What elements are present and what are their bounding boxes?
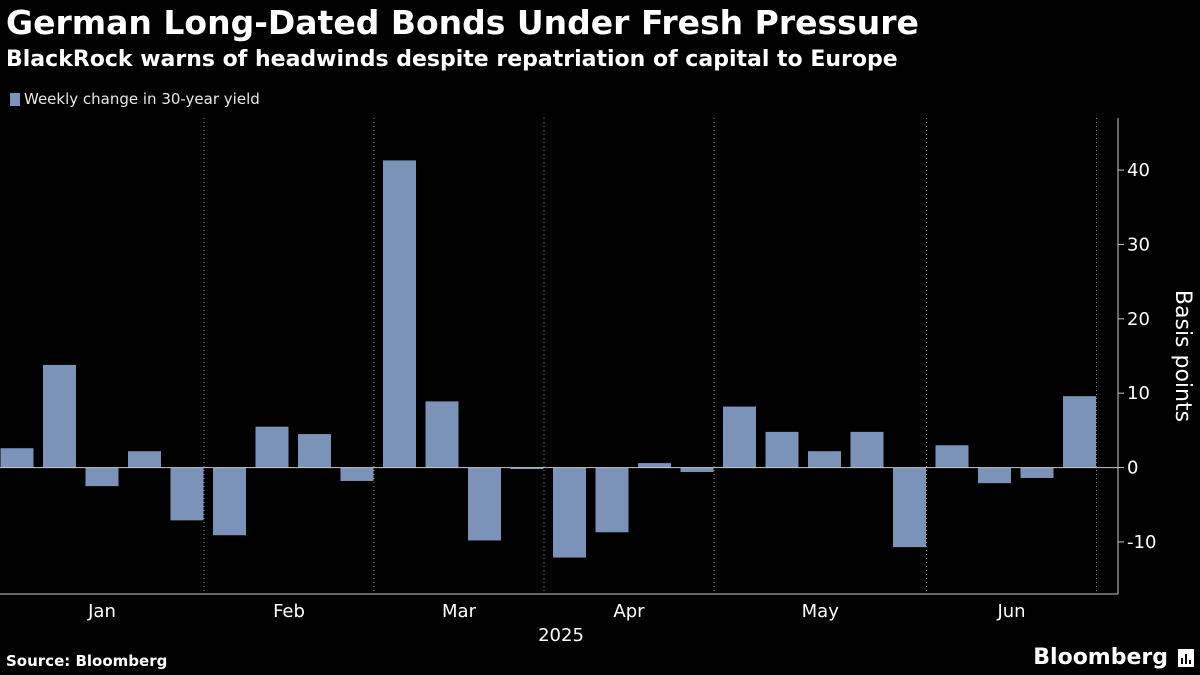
bar xyxy=(128,451,161,468)
bar xyxy=(935,445,969,468)
bar xyxy=(850,431,884,468)
x-tick-label: Jan xyxy=(87,601,116,622)
y-tick-label: 10 xyxy=(1127,383,1150,404)
bar xyxy=(1063,396,1096,468)
y-tick-label: 20 xyxy=(1127,309,1150,330)
bar xyxy=(680,467,714,473)
y-tick-label: 40 xyxy=(1127,160,1150,181)
brand-name: Bloomberg xyxy=(1033,645,1168,670)
bloomberg-logo: Bloomberg xyxy=(1033,645,1194,670)
grid-layer xyxy=(203,118,1097,594)
chart-subtitle: BlackRock warns of headwinds despite rep… xyxy=(6,47,898,72)
bar xyxy=(213,467,246,536)
bar xyxy=(0,448,34,468)
bar xyxy=(255,426,289,468)
bar xyxy=(765,431,799,468)
bar xyxy=(298,434,331,468)
legend-label: Weekly change in 30-year yield xyxy=(24,90,260,108)
x-tick-label: Feb xyxy=(273,601,305,622)
x-tick-label: Mar xyxy=(442,601,477,622)
bar-layer xyxy=(0,160,1096,558)
bar xyxy=(43,364,76,468)
bar xyxy=(978,467,1011,484)
chart-title: German Long-Dated Bonds Under Fresh Pres… xyxy=(6,3,919,42)
x-tick-label: May xyxy=(802,601,840,622)
label-layer: Jan Feb Mar Apr May Jun 2025 -10 0 10 20 30 40 Basis … xyxy=(87,160,1195,646)
y-tick-label: 0 xyxy=(1127,458,1138,479)
x-tick-label: Apr xyxy=(613,601,645,622)
bar xyxy=(510,467,544,470)
source-note: Source: Bloomberg xyxy=(6,652,168,670)
bar xyxy=(468,467,501,541)
bar xyxy=(425,401,459,468)
bar xyxy=(553,467,586,558)
bar xyxy=(170,467,204,521)
y-tick-label: -10 xyxy=(1127,532,1156,553)
y-axis-label: Basis points xyxy=(1170,290,1195,422)
bar xyxy=(1020,467,1054,478)
bar xyxy=(893,467,926,548)
x-axis-label: 2025 xyxy=(538,625,584,646)
axis-layer xyxy=(0,118,1124,595)
x-tick-label: Jun xyxy=(996,601,1025,622)
bar xyxy=(85,467,119,487)
legend-swatch xyxy=(10,92,20,106)
bar xyxy=(723,406,756,468)
bar xyxy=(808,451,841,468)
bloomberg-terminal-icon xyxy=(1178,648,1194,667)
bar xyxy=(595,467,629,533)
bar xyxy=(638,463,671,468)
bar xyxy=(340,467,374,481)
y-tick-label: 30 xyxy=(1127,234,1150,255)
chart-legend: Weekly change in 30-year yield xyxy=(10,90,260,108)
bar xyxy=(383,160,416,468)
